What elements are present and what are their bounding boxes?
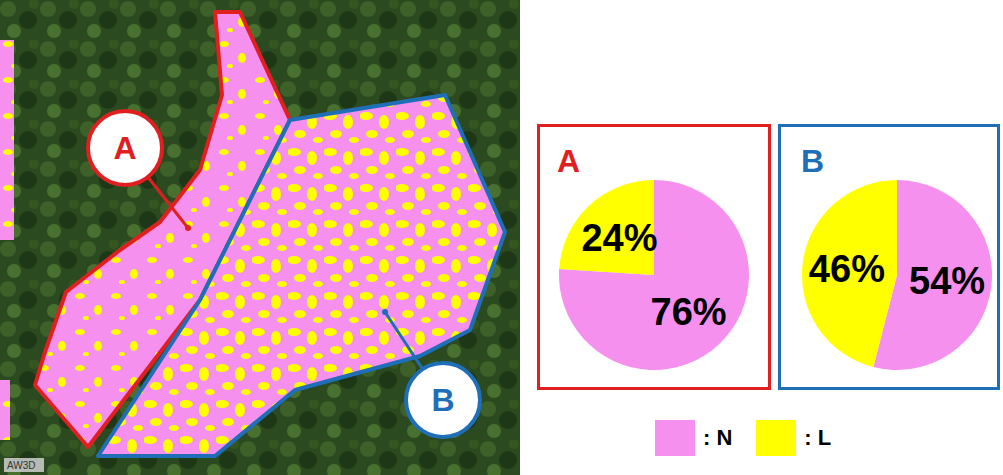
svg-text:54%: 54% [909,260,985,302]
svg-text:76%: 76% [651,291,727,333]
svg-text:B: B [801,143,824,179]
svg-text:A: A [113,130,136,166]
svg-text:46%: 46% [809,248,885,290]
html-text:: L: : L [804,425,832,450]
svg-text:A: A [557,143,580,179]
svg-text:24%: 24% [581,217,657,259]
html-text:: N: : N [703,425,733,450]
svg-text:AW3D: AW3D [7,460,36,471]
svg-text:B: B [431,382,454,418]
